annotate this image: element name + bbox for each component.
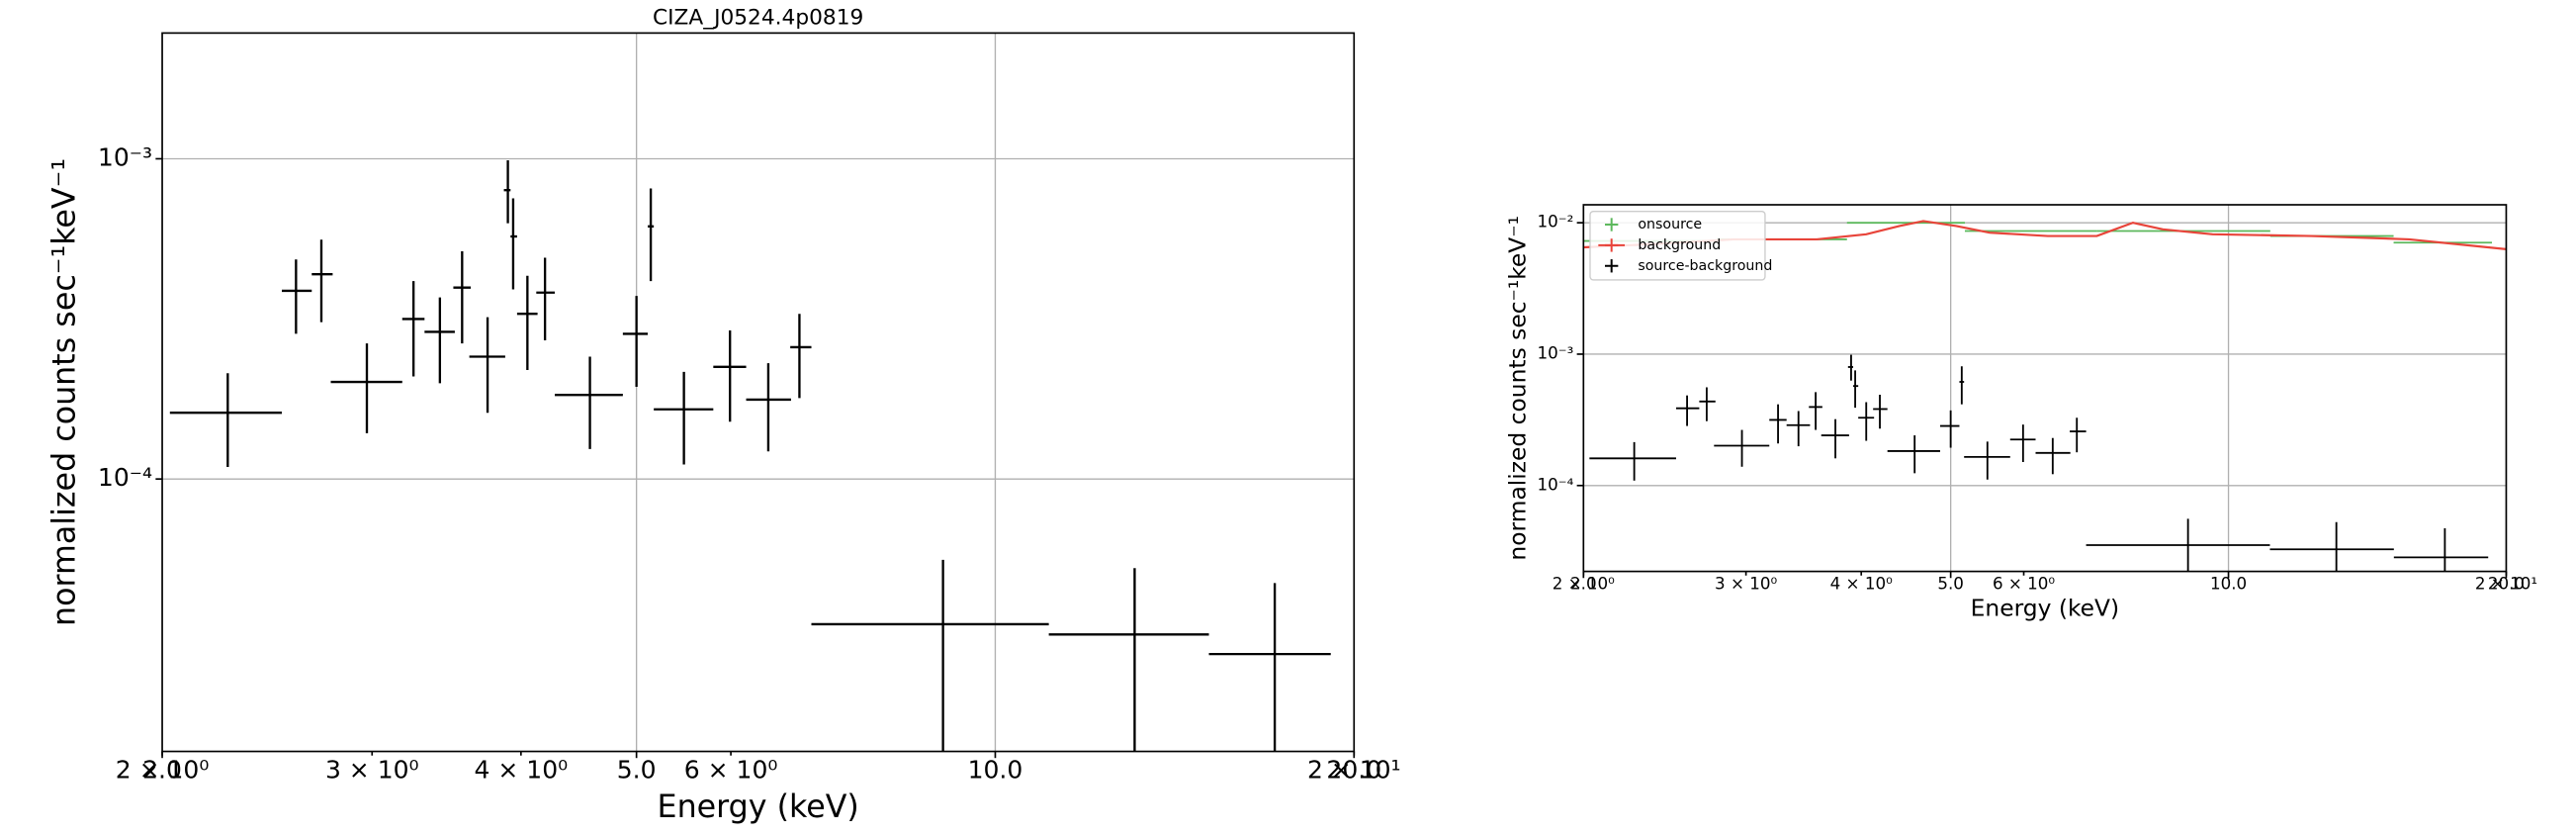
x-axis-label: Energy (keV) (1971, 594, 2119, 621)
x-minor-tick-label: 4 × 10⁰ (475, 756, 569, 785)
x-tick-label: 2.0 (142, 756, 182, 785)
axes-frame (161, 32, 1356, 753)
x-axis-label: Energy (keV) (658, 789, 859, 825)
x-minor-tick-label: 2 × 10⁰ (116, 756, 210, 785)
legend-box (1589, 211, 1766, 281)
x-tick-label: 20.0 (1326, 756, 1381, 785)
legend-label: source-background (1638, 258, 1772, 274)
x-minor-tick-label: 2 × 10¹ (2475, 574, 2537, 593)
y-tick-label: 10⁻⁴ (98, 463, 152, 492)
x-tick-label: 2.0 (1570, 574, 1597, 593)
y-tick-label: 10⁻⁴ (1538, 475, 1574, 494)
plot-area (1583, 204, 2507, 572)
x-tick-label: 10.0 (2210, 574, 2247, 593)
y-tick-label: 10⁻² (1538, 213, 1574, 232)
legend-label: onsource (1638, 217, 1702, 232)
x-tick-label: 20.0 (2488, 574, 2525, 593)
x-minor-tick-label: 2 × 10⁰ (1553, 574, 1615, 593)
y-tick-label: 10⁻³ (98, 142, 152, 171)
axes-frame (1582, 204, 2508, 573)
x-minor-tick-label: 3 × 10⁰ (1715, 574, 1777, 593)
x-minor-tick-label: 3 × 10⁰ (325, 756, 419, 785)
x-minor-tick-label: 6 × 10⁰ (1993, 574, 2055, 593)
x-minor-tick-label: 6 × 10⁰ (684, 756, 778, 785)
x-tick-label: 5.0 (617, 756, 657, 785)
x-minor-tick-label: 2 × 10¹ (1307, 756, 1401, 785)
x-minor-tick-label: 4 × 10⁰ (1830, 574, 1893, 593)
plot-area (162, 33, 1355, 752)
background-line (1583, 220, 2507, 250)
x-tick-label: 5.0 (1937, 574, 1964, 593)
chart-title: CIZA_J0524.4p0819 (653, 5, 863, 30)
x-tick-label: 10.0 (968, 756, 1023, 785)
y-axis-label: normalized counts sec⁻¹keV⁻¹ (1504, 216, 1532, 561)
y-tick-label: 10⁻³ (1538, 343, 1574, 362)
y-axis-label: normalized counts sec⁻¹keV⁻¹ (46, 158, 82, 626)
legend-label: background (1638, 237, 1721, 253)
